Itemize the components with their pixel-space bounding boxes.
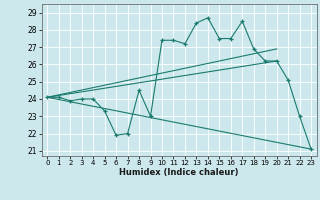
X-axis label: Humidex (Indice chaleur): Humidex (Indice chaleur) (119, 168, 239, 177)
